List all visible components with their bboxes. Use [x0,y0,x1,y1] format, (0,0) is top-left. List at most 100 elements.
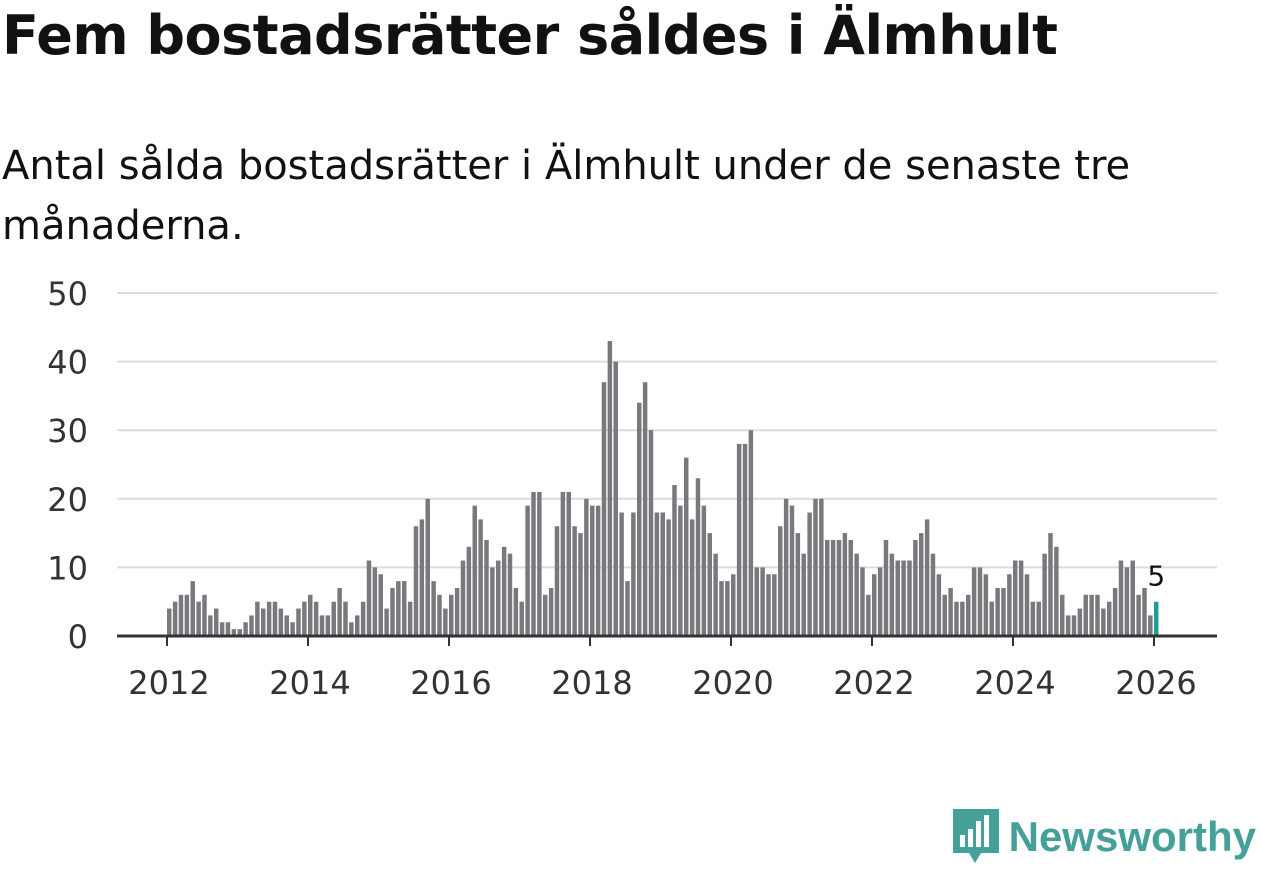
bar [1054,546,1059,636]
x-tick-label: 2020 [692,664,773,700]
bar [801,553,806,636]
y-tick-label: 0 [68,618,88,656]
bar [237,629,242,636]
bar [284,615,289,636]
bar [413,526,419,636]
bar [666,519,671,636]
bar [830,539,836,636]
bar [208,615,213,636]
bar [1095,594,1100,636]
bar [437,594,442,636]
x-tick-label: 2018 [551,664,632,700]
y-tick-label: 50 [47,275,88,313]
brand-logo: Newsworthy [951,807,1256,867]
bar [719,581,724,636]
bar [396,581,401,636]
bar [478,519,483,636]
bar [178,594,184,636]
bar [261,608,266,636]
bar-chart: 0 10 20 30 40 50 2012 2014 2016 2018 2020 2022 2024 2… [47,275,1217,700]
y-tick-label: 20 [47,481,88,519]
page-title: Fem bostadsrätter såldes i Älmhult [2,4,1058,67]
bar [819,498,824,636]
bar [272,601,278,636]
bar [942,594,947,636]
bar [754,567,759,636]
bar [731,574,736,636]
bar [501,546,507,636]
bar [454,587,460,636]
x-tick-label: 2022 [833,664,914,700]
bar [866,594,871,636]
bar [349,622,354,636]
bar [877,567,883,636]
x-tick-label: 2026 [1115,664,1196,700]
bar [1101,608,1106,636]
bar [625,581,630,636]
bar [825,539,830,636]
bar [684,457,689,636]
bar [425,498,430,636]
bar [378,574,383,636]
bar [278,608,284,636]
bar [1083,594,1088,636]
bar [390,587,395,636]
bar [989,601,994,636]
bar [507,553,513,636]
bar [613,361,618,636]
bar [701,505,707,636]
bar [619,512,624,636]
bar [325,615,331,636]
bar [960,601,965,636]
bar [1142,587,1147,636]
bar [748,430,754,636]
bar [1071,615,1077,636]
bar [966,594,971,636]
bar [883,539,889,636]
x-tick-label: 2016 [410,664,491,700]
bar [689,519,695,636]
bar [1060,594,1065,636]
bar [231,629,237,636]
bar [836,539,842,636]
chart-subtitle: Antal sålda bostadsrätter i Älmhult unde… [2,143,1131,249]
bar [337,587,342,636]
bar [672,485,677,636]
bar [443,608,448,636]
bar [1089,594,1094,636]
bar [308,594,313,636]
y-tick-label: 40 [47,344,88,382]
bar [384,608,389,636]
bar [214,608,219,636]
bar [202,594,207,636]
bar [566,491,571,636]
bar [243,622,248,636]
bar [983,574,989,636]
bar [331,601,336,636]
bar [296,608,301,636]
bar [637,402,642,636]
bar [343,601,348,636]
last-value-label: 5 [1147,560,1165,593]
bar [255,601,260,636]
bar [1018,560,1024,636]
bar [631,512,636,636]
bar [1013,560,1018,636]
x-tick-label: 2024 [974,664,1055,700]
bar [813,498,818,636]
bar [854,553,859,636]
newsworthy-logo-icon [952,809,999,863]
bar [760,567,765,636]
bar [584,498,589,636]
bar [490,567,495,636]
bar [472,505,477,636]
bar [290,622,295,636]
bar [531,491,536,636]
bar [930,553,936,636]
bar [302,601,307,636]
bar [590,505,595,636]
y-tick-label: 30 [47,412,88,450]
bar [860,567,865,636]
bar [449,594,454,636]
bar [889,553,895,636]
